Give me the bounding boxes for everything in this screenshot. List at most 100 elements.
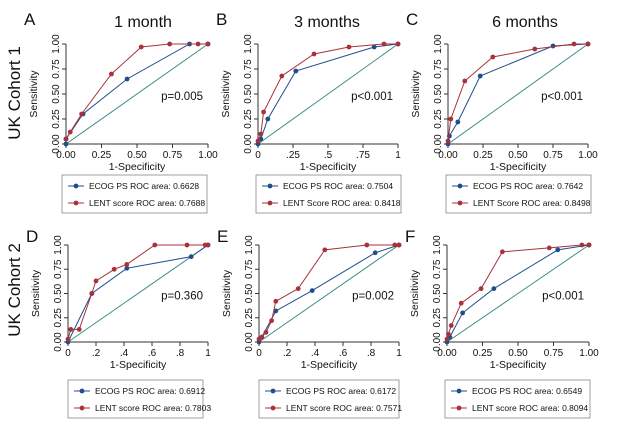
x-tick-label: 0 bbox=[256, 348, 262, 359]
legend-lent-label: LENT score ROC area: 0.7803 bbox=[95, 403, 211, 413]
ecog-roc-point bbox=[265, 116, 271, 122]
x-tick-label: 0.75 bbox=[163, 150, 183, 161]
lent-roc-point bbox=[269, 318, 274, 324]
ecog-roc-point bbox=[555, 247, 561, 253]
lent-roc-point bbox=[499, 249, 505, 255]
legend-box bbox=[445, 174, 592, 214]
roc-panel-f: F 0.00 0.25 0.50 0.75 1.00 0.00 0.25 0.50 0.75 1.0… bbox=[405, 227, 599, 419]
y-tick-label: 0.25 bbox=[432, 308, 443, 328]
lent-roc-point bbox=[571, 41, 577, 47]
lent-roc-point bbox=[259, 334, 265, 340]
lent-roc-point bbox=[585, 41, 591, 47]
roc-panel-a: A 0.00 0.25 0.50 0.75 1.00 0.00 0.25 0.50 0.75 1.0… bbox=[24, 10, 218, 214]
legend-ecog-marker bbox=[270, 388, 276, 394]
y-tick-label: 0.00 bbox=[244, 332, 255, 352]
legend-ecog-label: ECOG PS ROC area: 0.6628 bbox=[89, 181, 199, 191]
panel-letter: E bbox=[217, 227, 228, 246]
x-tick-label: .2 bbox=[92, 348, 101, 359]
x-tick-label: .5 bbox=[324, 150, 333, 161]
x-tick-label: 0.75 bbox=[544, 348, 564, 359]
p-value-label: p=0.005 bbox=[161, 91, 203, 103]
x-axis-title: 1-Specificity bbox=[301, 359, 358, 371]
legend-ecog-label: ECOG PS ROC area: 0.6549 bbox=[472, 386, 582, 396]
p-value-label: p=0.360 bbox=[161, 290, 203, 302]
row-title-uk-cohort-1: UK Cohort 1 bbox=[5, 46, 24, 140]
ecog-roc-point bbox=[293, 68, 299, 74]
ecog-roc-point bbox=[447, 133, 452, 139]
legend-ecog-label: ECOG PS ROC area: 0.6172 bbox=[286, 386, 396, 396]
x-tick-label: 1.00 bbox=[198, 150, 218, 161]
row-title-uk-cohort-2: UK Cohort 2 bbox=[5, 243, 24, 337]
x-tick-label: 0 bbox=[65, 348, 71, 359]
lent-roc-point bbox=[67, 129, 73, 135]
lent-roc-point bbox=[205, 242, 211, 248]
legend-box bbox=[444, 379, 591, 419]
panel-letter: B bbox=[216, 10, 227, 29]
y-tick-label: 0.50 bbox=[53, 283, 64, 303]
lent-roc-point bbox=[579, 242, 585, 248]
reference-diagonal bbox=[446, 244, 590, 343]
lent-roc-point bbox=[63, 136, 69, 142]
legend-ecog-label: ECOG PS ROC area: 0.7504 bbox=[283, 181, 393, 191]
lent-roc-point bbox=[152, 242, 158, 248]
y-tick-label: 0.25 bbox=[244, 308, 255, 328]
lent-roc-line bbox=[65, 43, 208, 140]
x-tick-label: 0 bbox=[255, 150, 261, 161]
y-tick-label: 0.25 bbox=[243, 109, 254, 129]
x-tick-label: .2 bbox=[283, 348, 292, 359]
lent-roc-point bbox=[93, 278, 99, 284]
legend-ecog-marker bbox=[457, 183, 463, 189]
lent-roc-point bbox=[109, 71, 114, 77]
y-tick-label: 0.00 bbox=[433, 134, 444, 154]
ecog-roc-point bbox=[309, 288, 315, 293]
lent-roc-point bbox=[490, 54, 496, 60]
lent-roc-point bbox=[546, 245, 552, 251]
roc-panel-c: C 0.00 0.25 0.50 0.75 1.00 0.00 0.25 0.50 0.75 1.0… bbox=[406, 10, 598, 214]
p-value-label: p<0.001 bbox=[542, 290, 584, 302]
x-tick-label: .8 bbox=[367, 348, 376, 359]
legend-lent-marker bbox=[270, 405, 276, 411]
x-tick-label: 0.25 bbox=[473, 348, 493, 359]
roc-panel-e: E 0.00 0.25 0.50 0.75 1.00 0 .2 .4 .6 .8 1 1-Specifi… bbox=[217, 227, 402, 419]
column-title-6-months: 6 months bbox=[492, 14, 558, 31]
lent-roc-point bbox=[184, 242, 190, 248]
lent-roc-point bbox=[138, 44, 144, 50]
ecog-roc-point bbox=[477, 73, 483, 79]
lent-roc-point bbox=[346, 44, 352, 50]
y-tick-label: 0.75 bbox=[243, 59, 254, 79]
x-tick-label: 1 bbox=[396, 348, 402, 359]
x-tick-label: 0.25 bbox=[473, 150, 493, 161]
lent-roc-point bbox=[167, 41, 173, 47]
legend-ecog-label: ECOG PS ROC area: 0.6912 bbox=[95, 386, 205, 396]
lent-roc-point bbox=[255, 138, 261, 144]
lent-roc-point bbox=[76, 326, 82, 332]
legend: ECOG PS ROC area: 0.6549 LENT score ROC a… bbox=[444, 379, 591, 419]
x-tick-label: 0.75 bbox=[543, 150, 563, 161]
legend: ECOG PS ROC area: 0.6628 LENT score ROC a… bbox=[61, 174, 208, 214]
y-tick-label: 0.50 bbox=[432, 283, 443, 303]
legend-lent-label: LENT score ROC area: 0.7571 bbox=[286, 403, 402, 413]
lent-roc-point bbox=[273, 298, 279, 304]
x-tick-label: 1.00 bbox=[579, 348, 599, 359]
ecog-roc-point bbox=[124, 76, 130, 82]
y-axis-title: Sensitivity bbox=[409, 269, 421, 317]
reference-diagonal bbox=[65, 43, 209, 145]
x-tick-label: .4 bbox=[311, 348, 320, 359]
y-tick-label: 0.75 bbox=[432, 259, 443, 279]
x-tick-label: .25 bbox=[286, 150, 300, 161]
legend-lent-marker bbox=[79, 405, 85, 411]
x-tick-label: 0.50 bbox=[508, 150, 528, 161]
y-tick-label: 0.50 bbox=[244, 283, 255, 303]
roc-panel-b: B0.000.250.500.751.000.25.5.75 11-Specifi… bbox=[216, 10, 402, 214]
lent-roc-point bbox=[65, 336, 71, 342]
y-axis-title: Sensitivity bbox=[220, 70, 232, 118]
x-axis-title: 1-Specificity bbox=[110, 359, 167, 371]
lent-roc-point bbox=[195, 41, 201, 47]
ecog-roc-point bbox=[188, 254, 194, 260]
y-tick-label: 1.00 bbox=[432, 235, 443, 255]
reference-diagonal bbox=[257, 43, 399, 145]
panel-letter: A bbox=[24, 10, 36, 29]
legend: ECOG PS ROC area: 0.7504 LENT Score ROC a… bbox=[255, 174, 402, 214]
legend: ECOG PS ROC area: 0.6912 LENT score ROC a… bbox=[67, 379, 211, 419]
